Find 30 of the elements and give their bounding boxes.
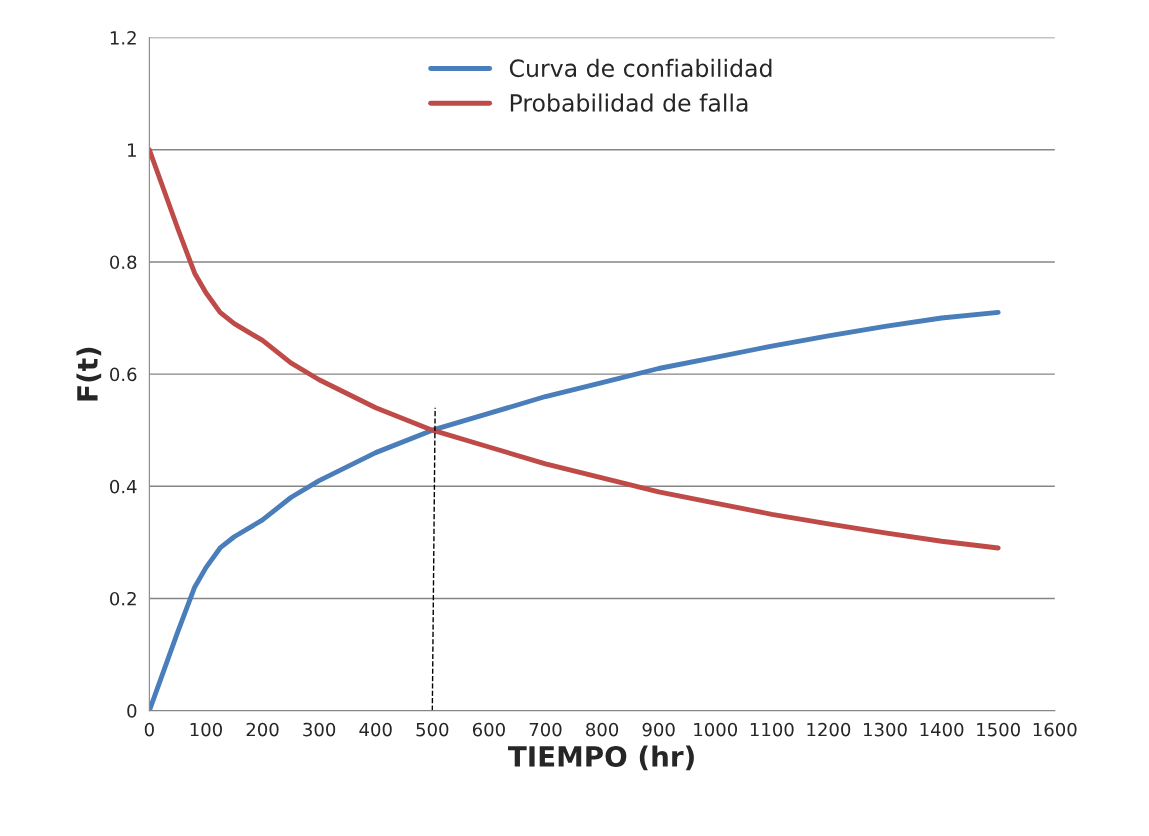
legend-label: Curva de confiabilidad	[509, 58, 772, 78]
x-tick-label: 600	[472, 722, 505, 737]
x-tick-label: 1200	[807, 722, 851, 737]
x-tick-label: 700	[529, 722, 562, 737]
y-axis-title: F(t)	[76, 347, 102, 401]
x-tick-label: 400	[359, 722, 392, 737]
x-tick-label: 1400	[920, 722, 964, 737]
y-tick-label: 1.2	[110, 31, 136, 45]
x-tick-label: 1100	[750, 722, 794, 737]
line-series	[149, 147, 1001, 551]
line-series	[149, 309, 1001, 711]
x-tick-label: 1000	[694, 722, 738, 737]
y-tick-label: 0.8	[110, 255, 137, 270]
y-tick-label: 0	[127, 704, 137, 718]
x-tick-label: 800	[586, 722, 619, 737]
x-tick-label: 1500	[977, 722, 1020, 737]
x-tick-label: 900	[642, 722, 675, 737]
legend-label: Probabilidad de falla	[510, 93, 748, 112]
x-axis-title: TIEMPO (hr)	[508, 745, 694, 771]
y-tick-label: 0.2	[110, 591, 136, 606]
y-tick-label: 0.6	[110, 367, 137, 382]
x-tick-label: 100	[190, 722, 222, 737]
x-tick-label: 500	[416, 722, 449, 737]
x-tick-label: 0	[144, 722, 154, 737]
x-tick-label: 1600	[1033, 722, 1077, 737]
x-tick-label: 200	[246, 722, 279, 737]
x-tick-label: 300	[303, 722, 336, 737]
y-tick-label: 0.4	[110, 479, 137, 494]
y-tick-label: 1	[128, 143, 136, 157]
x-tick-label: 1300	[864, 722, 907, 737]
